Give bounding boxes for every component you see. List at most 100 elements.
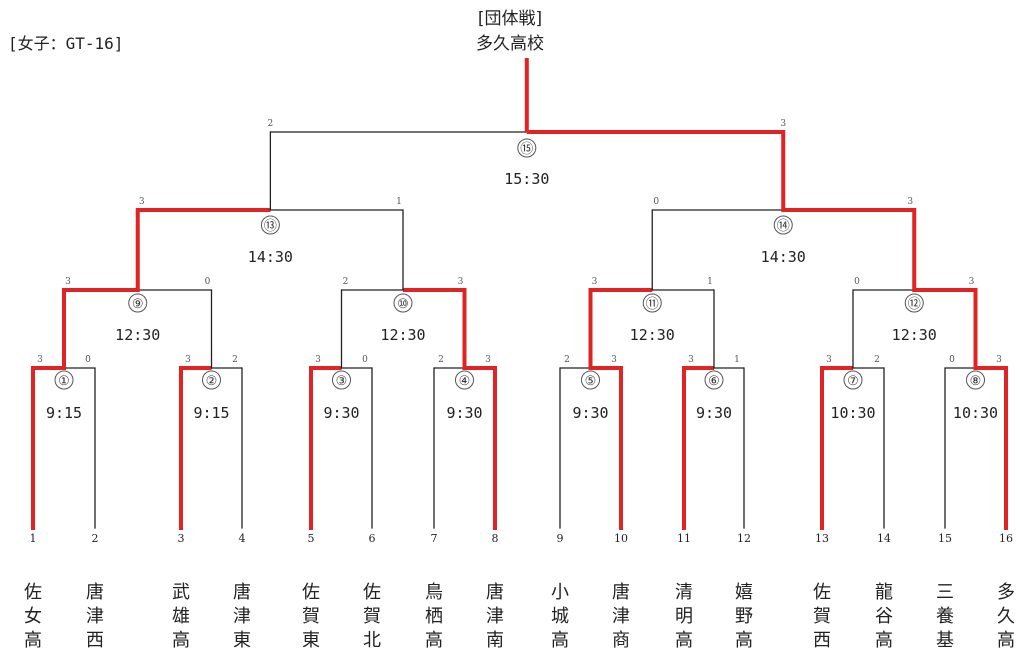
match-score: 3 — [780, 119, 786, 129]
match-score: 3 — [65, 277, 71, 287]
match-score: 0 — [205, 277, 211, 287]
team-seed: 7 — [431, 532, 438, 545]
match-time: 9:30 — [446, 404, 482, 422]
team-seed: 4 — [239, 532, 246, 545]
match-number: ⑫ — [908, 297, 921, 312]
match-score: 3 — [592, 277, 598, 287]
match-number-circle — [517, 138, 537, 158]
match-number: ⑧ — [970, 374, 982, 389]
match-number: ⑦ — [847, 374, 859, 389]
champion-name: 多久高校 — [476, 34, 544, 54]
match-time: 14:30 — [761, 248, 806, 266]
match-score: 2 — [343, 277, 349, 287]
match-score: 3 — [907, 197, 913, 207]
match-number-circle — [704, 370, 724, 390]
bracket-lines — [31, 58, 1008, 530]
team-name: 佐賀北 — [363, 582, 381, 651]
match-score: 2 — [268, 119, 274, 129]
match-time: 12:30 — [380, 326, 425, 344]
match-score: 3 — [485, 355, 491, 365]
match-score: 0 — [949, 355, 955, 365]
match-score: 1 — [707, 277, 713, 287]
team-name: 龍谷高 — [875, 582, 893, 651]
match-score: 3 — [996, 355, 1002, 365]
match-number-circle — [332, 370, 351, 390]
match-score: 3 — [611, 355, 617, 365]
match-time: 12:30 — [892, 326, 937, 344]
match-score: 2 — [874, 355, 880, 365]
match-number-circle — [904, 293, 924, 313]
match-score: 3 — [185, 355, 191, 365]
team-name: 清明高 — [675, 582, 693, 651]
match-number-circle — [128, 293, 148, 313]
match-score: 0 — [653, 197, 659, 207]
match-number-circle — [260, 215, 280, 235]
match-score: 1 — [396, 197, 402, 207]
match-time: 9:30 — [323, 404, 359, 422]
match-number-circle — [581, 370, 600, 390]
team-seed: 15 — [938, 532, 952, 545]
match-score: 0 — [85, 355, 91, 365]
team-seed: 1 — [30, 532, 37, 545]
match-score: 3 — [139, 197, 145, 207]
team-name: 佐賀西 — [813, 582, 831, 651]
match-score: 3 — [688, 355, 694, 365]
match-number-circle — [773, 215, 793, 235]
match-time: 9:15 — [193, 404, 229, 422]
category-label: [女子：GT-16] — [8, 34, 123, 53]
team-name: 小城高 — [551, 582, 569, 651]
team-name: 佐女高 — [24, 582, 42, 651]
team-name: 佐賀東 — [302, 582, 320, 651]
match-score: 3 — [826, 355, 832, 365]
team-name: 鳥栖高 — [425, 582, 443, 651]
match-number: ⑪ — [646, 297, 659, 312]
team-seed: 12 — [737, 532, 751, 545]
match-time: 15:30 — [504, 170, 549, 188]
match-score: 3 — [969, 277, 975, 287]
team-name: 多久高 — [997, 582, 1015, 651]
bracket-labels: 3 0 ① 9:15 3 2 ② 9:15 3 0 ③ 9:30 2 3 ④ 9:30 2 3 ⑤ 9:30 3 1 ⑥ 9:… — [37, 119, 1002, 422]
match-number: ⑨ — [132, 297, 144, 312]
match-number: ⑭ — [777, 219, 790, 234]
event-title: [団体戦] — [478, 9, 542, 29]
match-number-circle — [642, 293, 662, 313]
team-seed: 9 — [557, 532, 564, 545]
team-name: 嬉野高 — [735, 582, 753, 651]
match-number: ⑩ — [397, 297, 409, 312]
team-seed: 11 — [677, 532, 691, 545]
team-list: 1 佐女高 2 唐津西 3 武雄高 4 唐津東 5 佐賀東 6 佐賀北 7 鳥栖高 8 唐津南 9 小城高 10 唐津… — [24, 532, 1015, 651]
team-seed: 2 — [92, 532, 99, 545]
team-seed: 13 — [815, 532, 829, 545]
team-name: 唐津西 — [86, 582, 104, 651]
match-time: 9:15 — [46, 404, 82, 422]
match-number-circle — [455, 370, 474, 390]
match-number: ⑬ — [264, 219, 277, 234]
match-number-circle — [843, 370, 863, 390]
team-seed: 14 — [877, 532, 891, 545]
match-time: 9:30 — [696, 404, 732, 422]
team-name: 武雄高 — [172, 582, 190, 651]
team-seed: 8 — [492, 532, 499, 545]
match-time: 12:30 — [630, 326, 675, 344]
match-number: ⑮ — [520, 142, 533, 157]
team-seed: 5 — [308, 532, 315, 545]
match-number: ③ — [336, 374, 348, 389]
match-score: 0 — [854, 277, 860, 287]
team-seed: 6 — [369, 532, 376, 545]
match-score: 2 — [564, 355, 570, 365]
match-number: ⑥ — [708, 374, 720, 389]
match-time: 14:30 — [248, 248, 293, 266]
match-score: 0 — [362, 355, 368, 365]
team-seed: 3 — [178, 532, 185, 545]
match-number-circle — [202, 370, 221, 390]
match-number: ⑤ — [585, 374, 597, 389]
match-score: 2 — [232, 355, 238, 365]
match-score: 2 — [438, 355, 444, 365]
match-time: 9:30 — [572, 404, 608, 422]
match-number: ① — [58, 374, 70, 389]
match-time: 10:30 — [830, 404, 875, 422]
team-name: 唐津商 — [612, 582, 630, 651]
match-number: ④ — [459, 374, 471, 389]
match-score: 3 — [458, 277, 464, 287]
